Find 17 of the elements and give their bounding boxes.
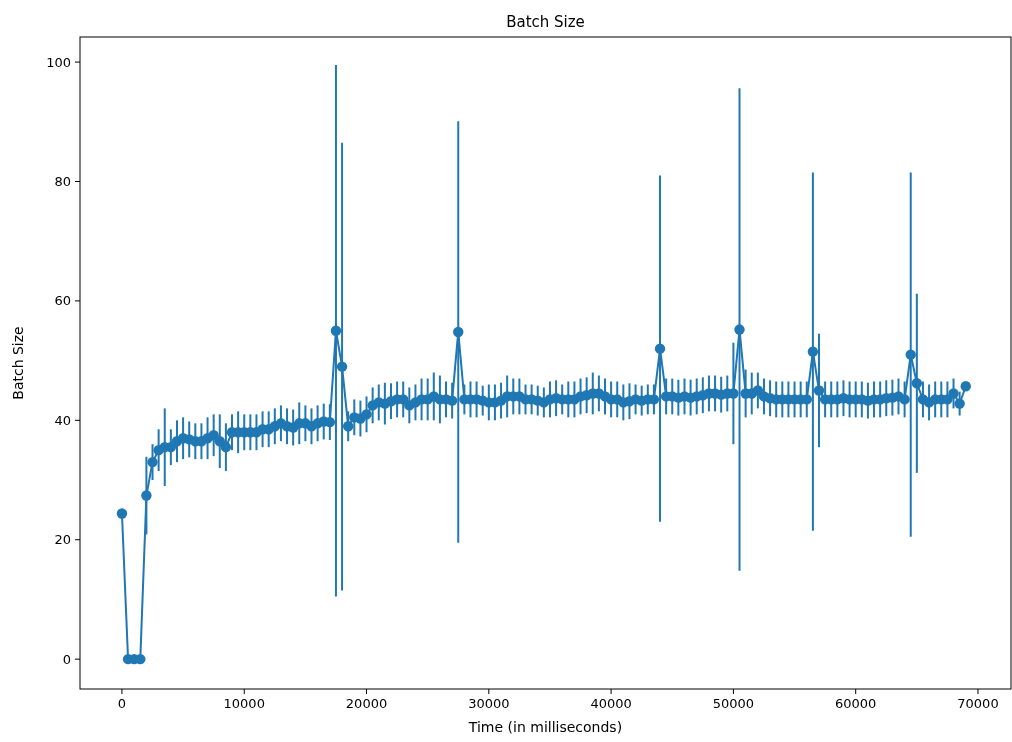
y-axis-title: Batch Size — [10, 326, 26, 400]
y-tick-label: 100 — [46, 54, 71, 70]
chart-title: Batch Size — [506, 13, 585, 31]
x-tick-label: 0 — [117, 696, 127, 711]
x-tick-label: 50000 — [712, 696, 755, 711]
x-axis-title: Time (in milliseconds) — [467, 719, 623, 735]
x-tick-label: 60000 — [835, 696, 877, 711]
x-tick-label: 10000 — [223, 696, 265, 711]
y-tick-label: 20 — [54, 532, 71, 548]
x-tick-label: 70000 — [957, 696, 999, 711]
y-tick-label: 0 — [62, 651, 71, 667]
x-tick-label: 40000 — [590, 696, 632, 711]
y-tick-label: 60 — [54, 293, 71, 309]
y-tick-label: 80 — [54, 173, 71, 189]
x-tick-label: 30000 — [468, 696, 510, 711]
y-tick-label: 40 — [54, 412, 71, 428]
x-tick-label: 20000 — [345, 696, 388, 711]
